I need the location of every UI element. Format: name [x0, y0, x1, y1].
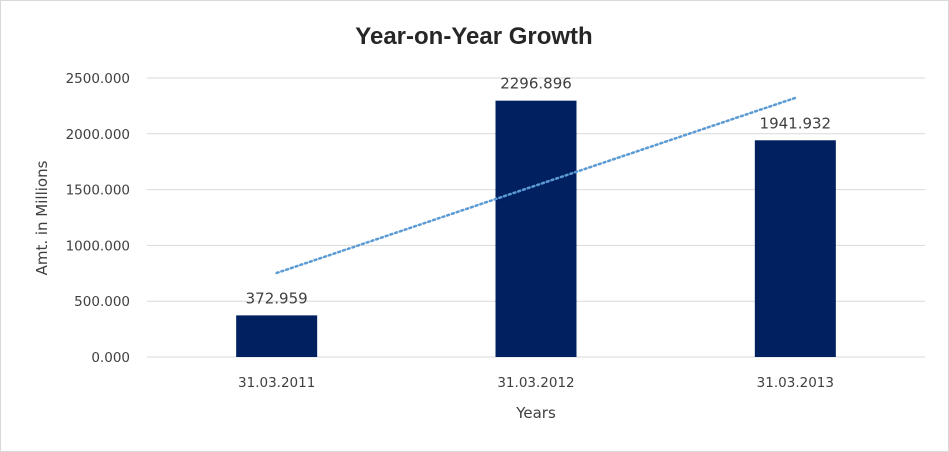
x-tick-label: 31.03.2011: [238, 375, 315, 391]
x-tick-label: 31.03.2013: [757, 375, 834, 391]
y-axis-ticks: 0.000 500.000 1000.000 1500.000 2000.000 2500…: [66, 71, 130, 366]
y-tick-label: 0.000: [91, 350, 130, 366]
y-tick-label: 1000.000: [66, 238, 130, 254]
y-tick-label: 1500.000: [66, 183, 130, 199]
data-labels: 372.959 2296.896 1941.932: [246, 75, 831, 308]
x-axis-ticks: 31.03.2011 31.03.2012 31.03.2013: [238, 375, 834, 391]
bar: [754, 140, 836, 357]
bars: [236, 100, 836, 357]
y-tick-label: 2500.000: [66, 71, 130, 87]
bar: [236, 315, 318, 357]
data-label: 2296.896: [500, 75, 572, 93]
trendline-path: [275, 96, 797, 275]
y-tick-label: 500.000: [74, 294, 130, 310]
bar: [495, 100, 577, 357]
trendline: [275, 96, 797, 275]
x-axis-title: Years: [515, 404, 556, 422]
y-tick-label: 2000.000: [66, 127, 130, 143]
x-tick-label: 31.03.2012: [497, 375, 574, 391]
data-label: 372.959: [246, 289, 308, 307]
chart-title: Year-on-Year Growth: [355, 23, 592, 50]
y-axis-title: Amt. in Millions: [33, 160, 51, 275]
data-label: 1941.932: [760, 114, 832, 132]
